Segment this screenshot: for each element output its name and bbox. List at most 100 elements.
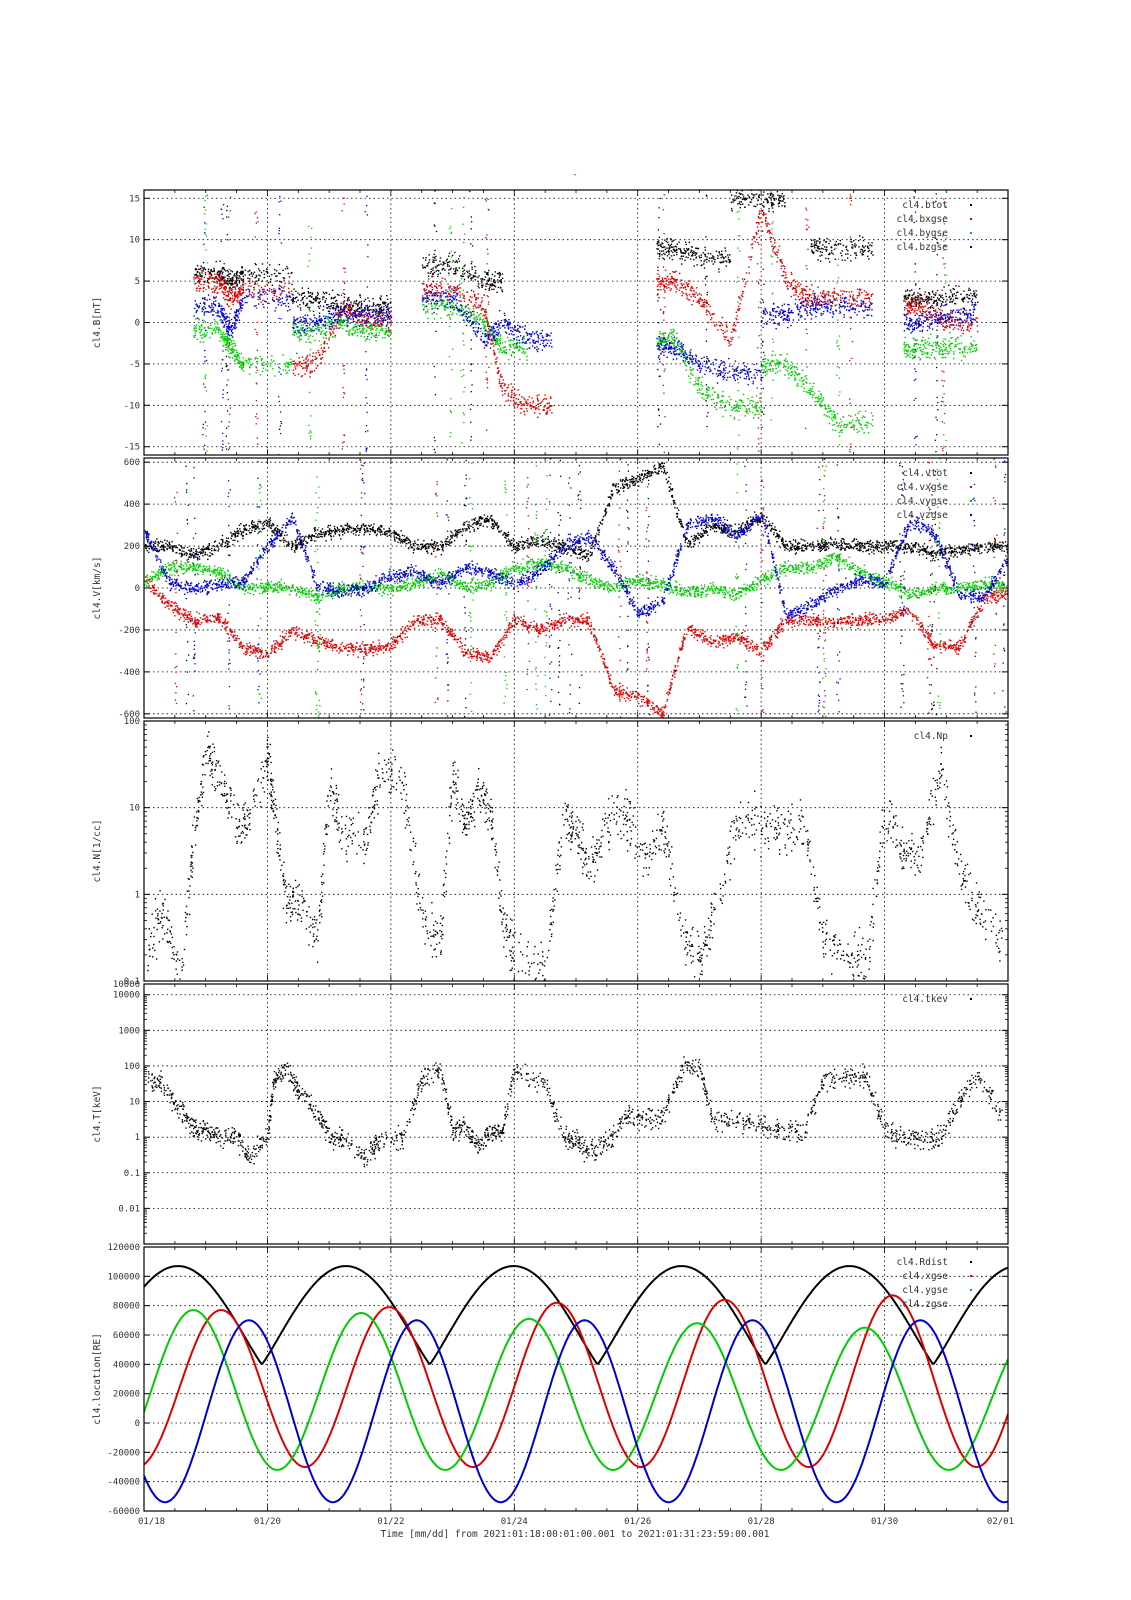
data-point	[828, 291, 830, 293]
data-point	[786, 370, 789, 372]
data-point	[797, 295, 799, 298]
data-point	[670, 243, 673, 245]
data-point	[527, 399, 529, 401]
data-point	[230, 283, 232, 286]
data-point	[693, 265, 695, 267]
data-point	[231, 280, 233, 283]
data-point	[757, 199, 759, 201]
data-point	[287, 287, 290, 290]
data-point	[856, 300, 858, 303]
data-point	[462, 368, 465, 371]
data-point	[308, 300, 311, 302]
data-point	[839, 252, 842, 254]
data-point	[907, 303, 909, 305]
data-point	[228, 268, 230, 270]
data-point	[755, 232, 758, 235]
data-point	[849, 254, 852, 256]
data-point	[706, 404, 708, 407]
data-point	[806, 228, 808, 231]
data-point	[663, 232, 665, 235]
data-point	[300, 328, 302, 330]
data-point	[476, 312, 478, 314]
data-point	[350, 314, 352, 316]
data-point	[795, 289, 797, 291]
data-point	[233, 345, 236, 347]
data-point	[732, 198, 734, 201]
data-point	[729, 414, 732, 417]
data-point	[229, 348, 231, 351]
data-point	[545, 413, 548, 415]
data-point	[355, 299, 358, 302]
data-point	[484, 310, 486, 313]
data-point	[453, 286, 455, 288]
data-point	[497, 339, 499, 342]
data-point	[543, 409, 545, 411]
data-point	[705, 399, 707, 402]
data-point	[364, 309, 366, 312]
data-point	[779, 194, 781, 197]
data-point	[758, 335, 760, 337]
data-point	[227, 379, 229, 381]
data-point	[682, 252, 684, 254]
data-point	[338, 313, 341, 316]
data-point	[377, 304, 379, 306]
data-point	[705, 340, 708, 342]
data-point	[973, 306, 975, 308]
data-point	[799, 379, 801, 381]
data-point	[542, 398, 545, 401]
data-point	[771, 359, 774, 362]
data-point	[210, 273, 212, 276]
data-point	[481, 282, 483, 284]
data-point	[436, 287, 438, 289]
data-point	[309, 376, 311, 378]
data-point	[438, 300, 441, 302]
data-point	[292, 297, 295, 299]
data-point	[224, 291, 226, 294]
data-point	[482, 278, 484, 281]
data-point	[466, 304, 469, 306]
data-point	[789, 368, 792, 370]
data-point	[302, 367, 304, 370]
data-point	[943, 412, 946, 415]
data-point	[446, 258, 448, 261]
data-point	[667, 249, 670, 251]
data-point	[262, 299, 264, 302]
data-point	[204, 376, 206, 378]
data-point	[855, 244, 857, 246]
data-point	[519, 358, 521, 360]
data-point	[765, 220, 767, 222]
data-point	[904, 295, 907, 298]
data-point	[740, 407, 742, 409]
data-point	[317, 301, 320, 303]
data-point	[973, 290, 975, 292]
data-point	[499, 375, 502, 377]
data-point	[934, 300, 936, 302]
data-point	[738, 218, 740, 220]
data-point	[482, 308, 485, 310]
data-point	[849, 398, 851, 400]
data-point	[231, 357, 234, 359]
data-point	[310, 341, 312, 344]
data-point	[747, 398, 749, 400]
data-point	[766, 373, 768, 375]
data-point	[806, 285, 808, 288]
data-point	[941, 396, 944, 399]
data-point	[918, 299, 920, 301]
data-point	[321, 330, 324, 332]
data-point	[216, 326, 219, 329]
data-point	[316, 291, 319, 294]
data-point	[738, 406, 740, 408]
data-point	[672, 278, 675, 280]
data-point	[801, 288, 804, 290]
data-point	[233, 355, 235, 358]
data-point	[773, 360, 775, 362]
data-point	[768, 210, 770, 212]
data-point	[203, 276, 206, 279]
data-point	[226, 365, 228, 367]
data-point	[218, 274, 221, 276]
data-point	[771, 223, 773, 225]
data-point	[263, 364, 265, 367]
data-point	[928, 312, 931, 315]
data-point	[199, 267, 202, 270]
data-point	[708, 321, 710, 324]
